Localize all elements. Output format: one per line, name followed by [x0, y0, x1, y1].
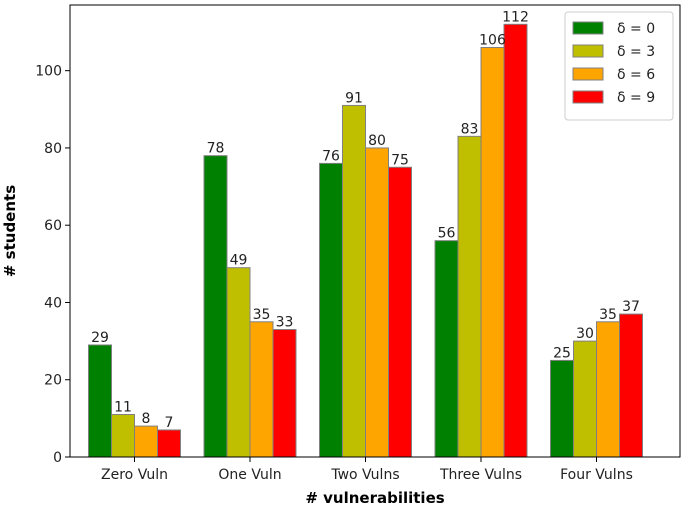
data-label: 11	[114, 400, 132, 416]
data-label: 78	[207, 141, 225, 157]
y-axis: 0 20 40 60 80 100	[35, 64, 70, 466]
bar	[550, 359, 574, 458]
x-tick-label: Two Vulns	[330, 467, 399, 483]
bar	[596, 321, 620, 458]
legend: δ = 0 δ = 3 δ = 6 δ = 9	[564, 11, 674, 121]
bar	[203, 155, 228, 458]
bar	[249, 321, 274, 458]
legend-swatch	[572, 67, 604, 81]
bar	[111, 414, 135, 458]
y-tick-label: 40	[44, 295, 62, 311]
legend-label: δ = 3	[617, 44, 655, 60]
data-label: 91	[345, 90, 363, 106]
x-tick-label: Zero Vuln	[101, 467, 168, 483]
data-label: 83	[461, 121, 479, 137]
y-tick-label: 100	[35, 64, 62, 80]
legend-label: δ = 6	[617, 67, 655, 83]
data-label: 7	[165, 415, 174, 431]
y-tick-label: 80	[44, 141, 62, 157]
x-tick-label: Three Vulns	[439, 467, 522, 483]
bar	[573, 340, 597, 458]
x-axis-title: # vulnerabilities	[305, 489, 444, 507]
bar	[157, 429, 181, 458]
y-axis-title: # students	[1, 185, 19, 277]
bar	[272, 329, 297, 458]
bar	[88, 344, 112, 458]
legend-label: δ = 9	[617, 90, 655, 106]
bar	[434, 240, 459, 458]
data-label: 112	[502, 9, 529, 25]
y-tick-label: 60	[44, 218, 62, 234]
bars-layer	[88, 23, 643, 458]
bar	[457, 135, 482, 458]
bar	[134, 425, 158, 458]
legend-label: δ = 0	[617, 21, 655, 37]
legend-swatch	[572, 21, 604, 35]
y-tick-label: 0	[53, 450, 62, 466]
bar	[388, 166, 412, 458]
data-label: 35	[599, 307, 617, 323]
data-labels-layer: 29 11 8 7 78 49 35 33 76 91 80 75 56 83 106 112 25 30 35 37	[91, 9, 640, 431]
x-axis: Zero Vuln One Vuln Two Vulns Three Vulns Fou…	[101, 457, 633, 483]
x-tick-label: One Vuln	[218, 467, 281, 483]
data-label: 8	[142, 411, 151, 427]
bar	[503, 23, 528, 458]
data-label: 76	[322, 148, 340, 164]
data-label: 30	[576, 326, 594, 342]
data-label: 35	[253, 307, 271, 323]
x-tick-label: Four Vulns	[560, 467, 633, 483]
bar	[619, 313, 643, 458]
data-label: 80	[368, 133, 386, 149]
data-label: 25	[553, 345, 571, 361]
bar	[342, 104, 366, 458]
bar	[365, 147, 389, 458]
bar	[480, 46, 505, 458]
plot-frame	[69, 4, 681, 458]
data-label: 106	[479, 32, 506, 48]
data-label: 33	[276, 315, 294, 331]
bar	[319, 162, 343, 458]
data-label: 49	[230, 253, 248, 269]
bar	[226, 267, 251, 458]
data-label: 56	[438, 226, 456, 242]
data-label: 29	[91, 330, 109, 346]
data-label: 75	[391, 152, 409, 168]
data-label: 37	[622, 299, 640, 315]
legend-swatch	[572, 44, 604, 58]
legend-swatch	[572, 90, 604, 104]
y-tick-label: 20	[44, 373, 62, 389]
